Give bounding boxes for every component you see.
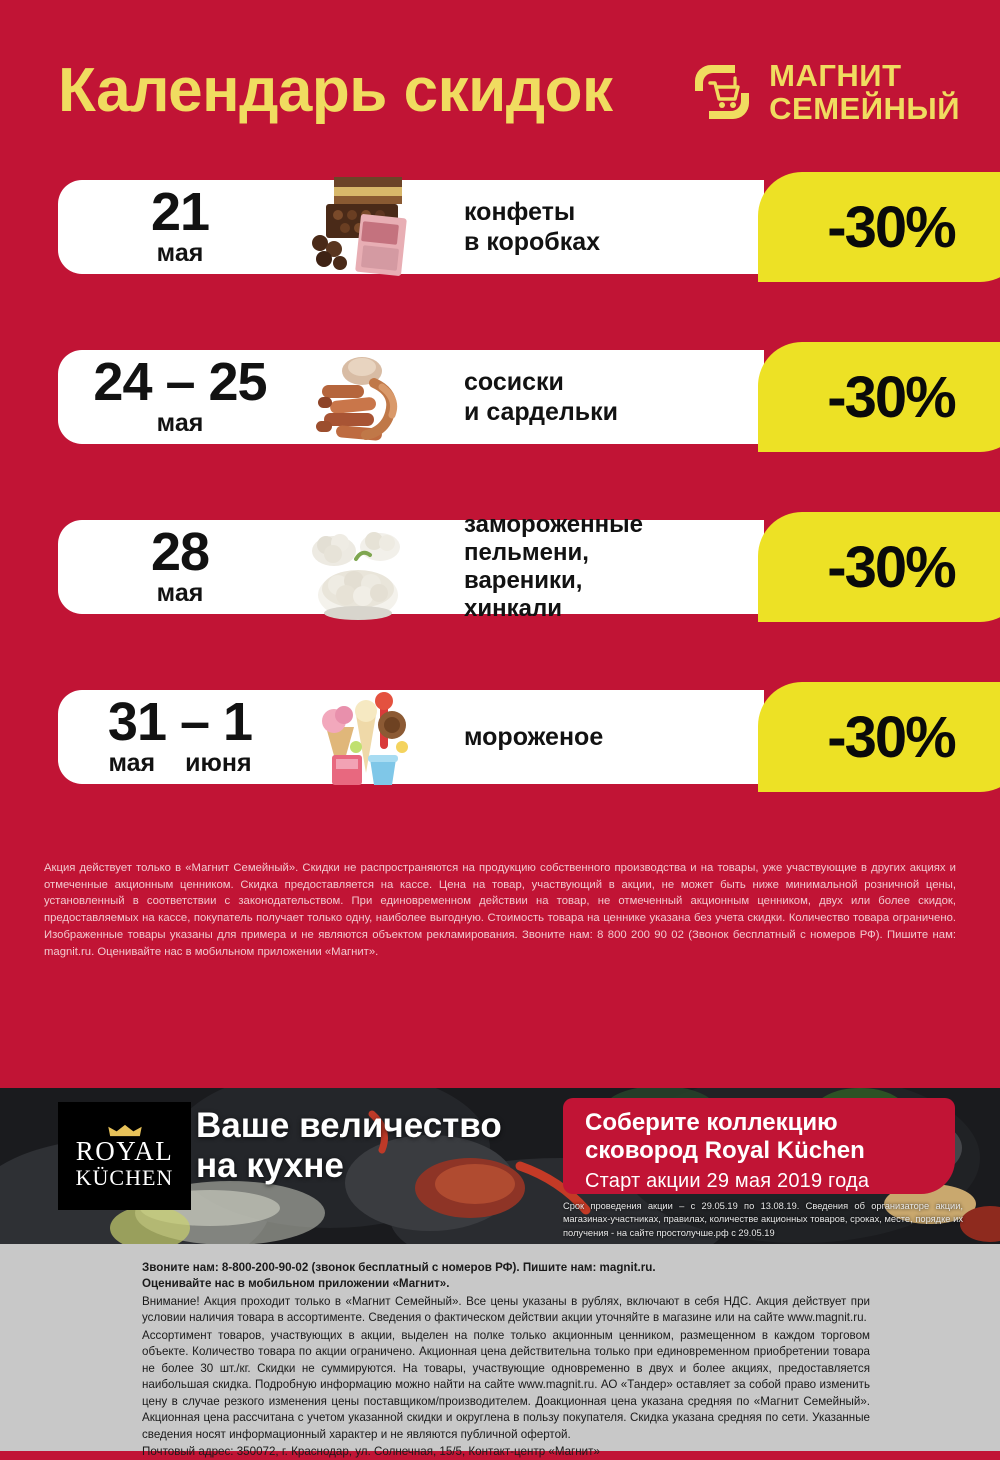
product-line: и сардельки xyxy=(464,398,618,426)
offer-date-number: 24 – 25 xyxy=(93,351,267,412)
discount-badge: -30% xyxy=(758,342,1000,452)
discount-badge: -30% xyxy=(758,682,1000,792)
royal-logo-line-1: ROYAL xyxy=(75,1136,174,1166)
banner-tagline: Ваше величество на кухне xyxy=(196,1106,502,1186)
product-line: сосиски xyxy=(464,367,564,396)
footer-postal-address: Почтовый адрес: 350072, г. Краснодар, ул… xyxy=(142,1444,600,1458)
offer-card-body: 28 мая xyxy=(58,511,764,622)
offer-product-name: конфеты в коробках xyxy=(428,197,764,258)
offer-date-month: мая xyxy=(156,578,204,607)
footer-paragraph-1: Внимание! Акция проходит только в «Магни… xyxy=(142,1294,870,1325)
offer-list: 21 мая xyxy=(0,172,1000,792)
banner-tagline-line-2: на кухне xyxy=(196,1145,344,1185)
offer-date-month: мая июня xyxy=(64,748,296,778)
magnit-cart-logo-icon xyxy=(691,61,753,123)
offer-card-body: 24 – 25 мая сосиски xyxy=(58,350,764,444)
page-title: Календарь скидок xyxy=(58,55,613,125)
promo-disclaimer: Акция действует только в «Магнит Семейны… xyxy=(44,862,956,958)
offer-product-name: сосиски и сардельки xyxy=(428,367,764,428)
discount-value: -30% xyxy=(827,534,956,600)
offer-date-month: мая xyxy=(156,408,204,437)
product-line: пельмени, xyxy=(464,539,589,567)
product-line: мороженое xyxy=(464,722,604,751)
product-line: хинкали xyxy=(464,594,562,622)
legal-footer: Звоните нам: 8-800-200-90-02 (звонок бес… xyxy=(0,1244,1000,1458)
brand-logo: МАГНИТ СЕМЕЙНЫЙ xyxy=(691,57,960,126)
product-line: в коробках xyxy=(464,228,601,256)
collection-promo-panel[interactable]: Соберите коллекцию сковород Royal Küchen… xyxy=(563,1098,955,1194)
promo-title-line-1: Соберите коллекцию xyxy=(585,1109,838,1136)
promo-start-date: Старт акции 29 мая 2019 года xyxy=(585,1169,870,1192)
banner-tagline-line-1: Ваше величество xyxy=(196,1106,502,1145)
offer-date: 28 мая xyxy=(58,521,296,608)
offer-date-month-end: июня xyxy=(185,748,252,777)
discount-badge: -30% xyxy=(758,172,1000,282)
offer-card-body: 31 – 1 мая июня xyxy=(58,690,764,785)
frozen-dumplings-photo xyxy=(296,511,428,623)
offer-row[interactable]: 24 – 25 мая сосиски xyxy=(58,342,1000,452)
offer-date-number: 31 – 1 xyxy=(107,691,253,752)
crown-icon xyxy=(58,1124,191,1137)
offer-product-name: замороженные пельмени, вареники, хинкали xyxy=(428,511,764,622)
offer-date-number: 28 xyxy=(150,521,210,582)
offer-date-month: мая xyxy=(156,238,204,267)
offer-card-body: 21 мая xyxy=(58,177,764,276)
product-line: конфеты xyxy=(464,197,576,226)
royal-logo-line-2: KÜCHEN xyxy=(75,1165,174,1190)
footer-paragraph-2: Ассортимент товаров, участвующих в акции… xyxy=(142,1328,870,1441)
discount-value: -30% xyxy=(827,704,956,770)
discount-value: -30% xyxy=(827,364,956,430)
offer-row[interactable]: 28 мая xyxy=(58,511,1000,622)
royal-kuchen-logo: ROYAL KÜCHEN xyxy=(58,1102,191,1210)
sausages-photo xyxy=(296,341,428,453)
royal-kuchen-banner[interactable]: ROYAL KÜCHEN Ваше величество на кухне Со… xyxy=(0,1088,1000,1244)
offer-date-month-start: мая xyxy=(108,748,156,777)
promo-fine-print: Срок проведения акции – с 29.05.19 по 13… xyxy=(563,1201,963,1238)
product-line: вареники, xyxy=(464,567,583,594)
promo-title: Соберите коллекцию сковород Royal Küchen xyxy=(585,1109,955,1165)
brand-name: МАГНИТ СЕМЕЙНЫЙ xyxy=(769,57,960,126)
offer-date-number: 21 xyxy=(150,181,210,242)
product-line: замороженные xyxy=(464,511,643,539)
footer-app-line: Оценивайте нас в мобильном приложении «М… xyxy=(142,1277,450,1291)
brand-line-2: СЕМЕЙНЫЙ xyxy=(769,91,960,126)
footer-phone-line: Звоните нам: 8-800-200-90-02 (звонок бес… xyxy=(142,1261,656,1274)
offer-date: 31 – 1 мая июня xyxy=(58,691,296,778)
offer-date: 21 мая xyxy=(58,181,296,268)
offer-row[interactable]: 21 мая xyxy=(58,172,1000,282)
discount-value: -30% xyxy=(827,194,956,260)
ice-cream-photo xyxy=(296,681,428,793)
discount-badge: -30% xyxy=(758,512,1000,622)
offer-row[interactable]: 31 – 1 мая июня xyxy=(58,682,1000,792)
brand-line-1: МАГНИТ xyxy=(769,57,902,93)
offer-date: 24 – 25 мая xyxy=(58,351,296,438)
flyer-header: Календарь скидок МАГНИТ СЕМЕЙНЫЙ xyxy=(0,0,1000,180)
offer-product-name: мороженое xyxy=(428,722,764,753)
promo-title-line-2: сковород Royal Küchen xyxy=(585,1136,865,1164)
boxed-chocolates-photo xyxy=(296,171,428,283)
